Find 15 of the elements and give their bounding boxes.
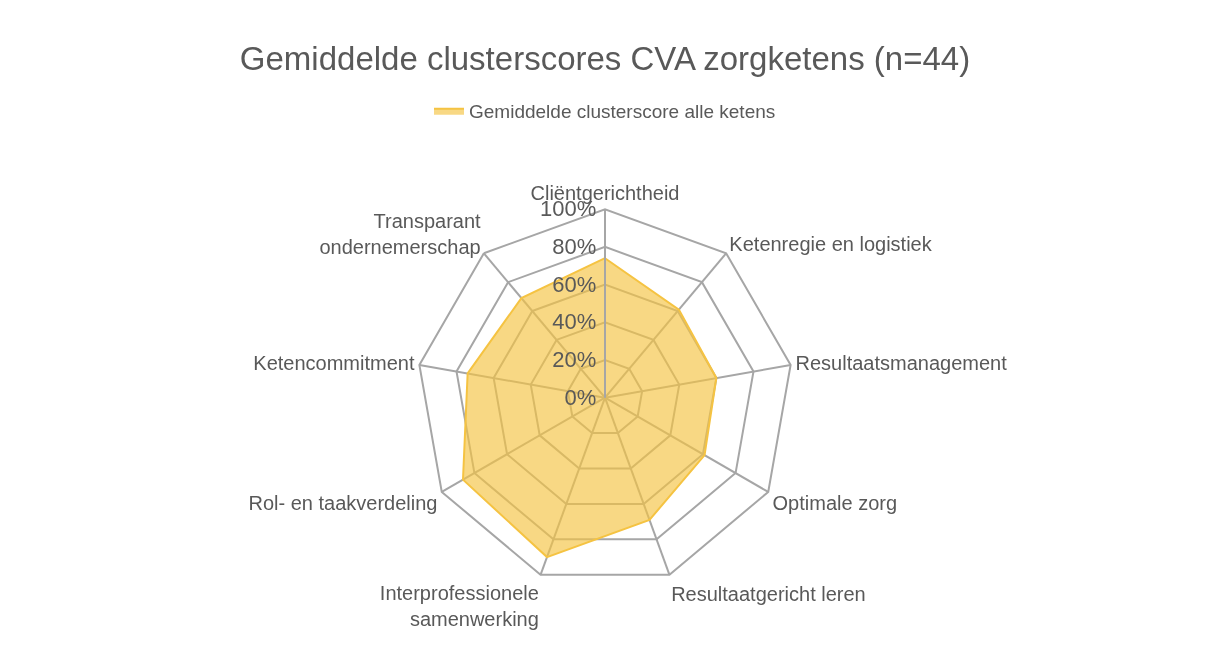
y-tick-label: 80%: [552, 234, 597, 260]
y-tick-label: 0%: [564, 384, 597, 410]
y-tick-label: 40%: [552, 309, 597, 335]
spoke-label: Transparant ondernemerschap: [319, 209, 482, 258]
y-tick-label: 20%: [552, 347, 597, 373]
chart-title: Gemiddelde clusterscores CVA zorgketens (n=44): [239, 39, 971, 77]
spoke-label: Resultaatgericht leren: [671, 582, 866, 605]
legend-label: Gemiddelde clusterscore alle ketens: [469, 101, 776, 123]
spoke-label: Ketenregie en logistiek: [729, 232, 933, 255]
spoke-label: Ketencommitment: [253, 352, 415, 375]
spoke-label: Optimale zorg: [772, 492, 898, 515]
y-tick-label: 60%: [552, 271, 597, 297]
spoke-label: Rol- en taakverdeling: [248, 492, 438, 515]
spoke-label: Resultaatsmanagement: [795, 352, 1008, 375]
spoke-label: Interprofessionele samenwerking: [379, 581, 539, 630]
